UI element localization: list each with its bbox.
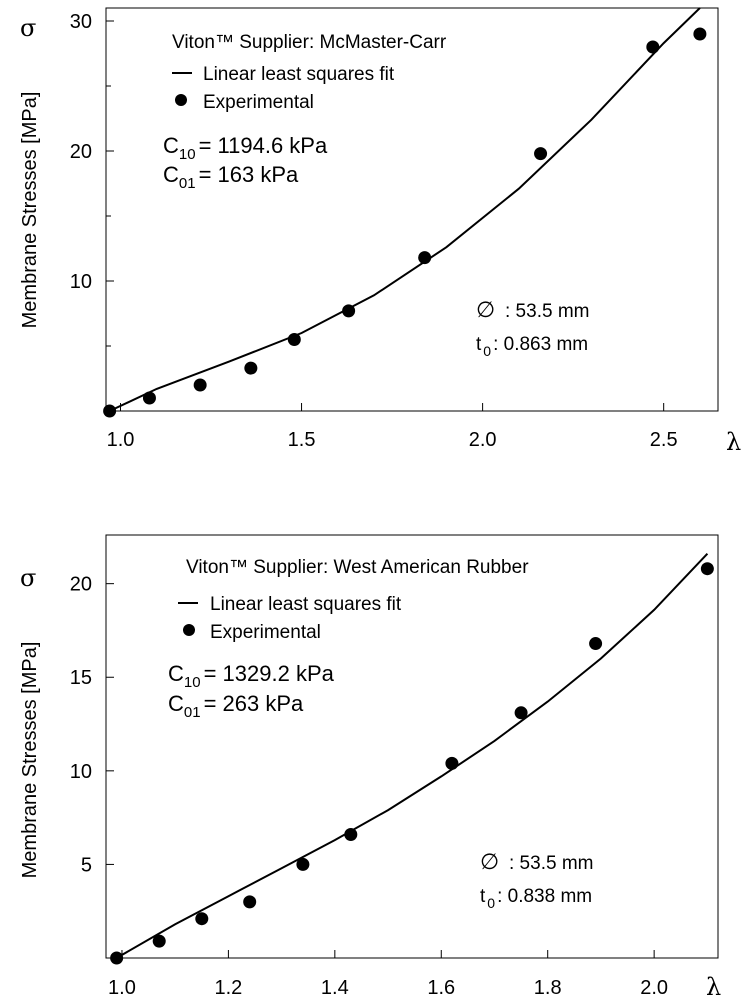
legend-dot-swatch bbox=[175, 94, 187, 106]
y-axis-label: Membrane Stresses [MPa] bbox=[19, 92, 41, 329]
legend-fit-label: Linear least squares fit bbox=[203, 64, 395, 85]
x-tick-label: 1.5 bbox=[288, 429, 316, 451]
y-axis-label: Membrane Stresses [MPa] bbox=[19, 642, 41, 879]
data-point bbox=[287, 333, 301, 346]
legend-heading: Viton™ Supplier: West American Rubber bbox=[186, 557, 529, 578]
legend-points-label: Experimental bbox=[203, 92, 314, 113]
data-point bbox=[193, 378, 207, 392]
data-points bbox=[110, 562, 714, 965]
data-point bbox=[534, 147, 548, 161]
y-tick-label: 15 bbox=[70, 667, 92, 689]
y-tick-label: 10 bbox=[70, 761, 92, 783]
data-point bbox=[195, 912, 209, 926]
x-tick-label: 1.2 bbox=[214, 977, 242, 999]
data-point bbox=[514, 706, 528, 720]
y-tick-label: 20 bbox=[70, 574, 92, 596]
data-point bbox=[243, 895, 257, 909]
param-c10: C10 = 1329.2 kPa bbox=[168, 661, 335, 691]
sigma-symbol: σ bbox=[20, 14, 36, 42]
legend-dot-swatch bbox=[183, 624, 195, 636]
diameter-symbol: ∅ bbox=[476, 297, 495, 322]
data-point bbox=[296, 857, 310, 871]
x-axis-label: λ bbox=[706, 973, 721, 1001]
data-point bbox=[244, 361, 258, 375]
x-tick-label: 1.0 bbox=[107, 429, 135, 451]
x-tick-label: 1.0 bbox=[108, 977, 136, 999]
fit-curve bbox=[116, 553, 709, 959]
legend-heading: Viton™ Supplier: McMaster-Carr bbox=[172, 32, 447, 53]
y-tick-label: 10 bbox=[70, 271, 92, 293]
data-points bbox=[103, 27, 707, 418]
x-tick-label: 2.0 bbox=[640, 977, 668, 999]
data-point bbox=[344, 827, 358, 841]
x-tick-label: 2.0 bbox=[469, 429, 497, 451]
y-tick-label: 30 bbox=[70, 11, 92, 33]
param-c01: C01 = 263 kPa bbox=[168, 691, 304, 721]
sigma-symbol: σ bbox=[20, 564, 36, 592]
diameter-symbol: ∅ bbox=[480, 849, 499, 874]
y-ticks: 5 10 15 20 bbox=[70, 574, 114, 876]
x-axis-label: λ bbox=[726, 428, 741, 456]
data-point bbox=[445, 756, 459, 770]
data-point bbox=[418, 251, 432, 265]
plot-frame bbox=[105, 534, 719, 959]
data-point bbox=[693, 27, 707, 41]
x-tick-label: 1.6 bbox=[427, 977, 455, 999]
y-ticks: 10 20 30 bbox=[70, 11, 114, 347]
x-tick-label: 2.5 bbox=[650, 429, 678, 451]
data-point bbox=[110, 951, 124, 965]
legend-fit-label: Linear least squares fit bbox=[210, 594, 402, 615]
plot-frame bbox=[105, 7, 719, 412]
data-point bbox=[103, 404, 117, 418]
param-c10: C10 = 1194.6 kPa bbox=[163, 133, 328, 163]
diameter-text: : 53.5 mm bbox=[505, 301, 589, 322]
x-ticks: 1.0 1.2 1.4 1.6 1.8 2.0 bbox=[108, 950, 668, 999]
data-point bbox=[142, 391, 156, 405]
y-tick-label: 5 bbox=[81, 854, 92, 876]
data-point bbox=[342, 304, 356, 318]
y-tick-label: 20 bbox=[70, 141, 92, 163]
x-tick-label: 1.4 bbox=[321, 977, 349, 999]
param-c01: C01 = 163 kPa bbox=[163, 162, 299, 192]
diameter-text: : 53.5 mm bbox=[509, 853, 593, 874]
data-point bbox=[700, 562, 714, 576]
data-point bbox=[152, 934, 166, 948]
fit-curve bbox=[109, 7, 701, 412]
x-ticks: 1.0 1.5 2.0 2.5 bbox=[107, 403, 678, 451]
legend-points-label: Experimental bbox=[210, 622, 321, 643]
data-point bbox=[646, 40, 660, 54]
data-point bbox=[589, 637, 603, 651]
x-tick-label: 1.8 bbox=[534, 977, 562, 999]
